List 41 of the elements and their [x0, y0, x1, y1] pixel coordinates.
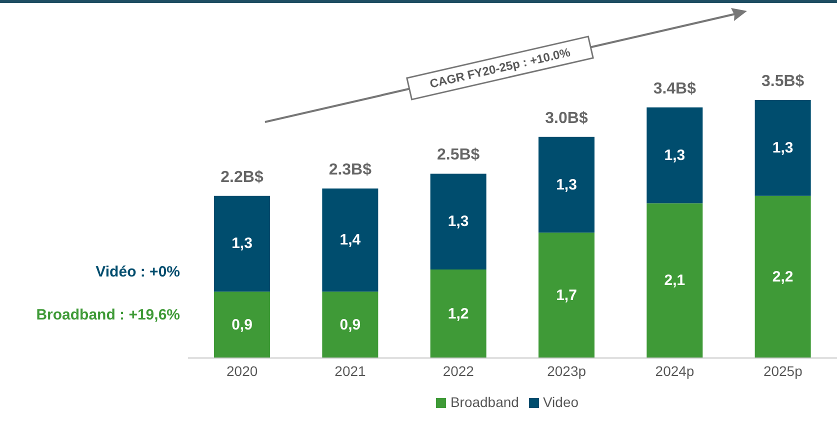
bar	[646, 203, 703, 358]
text: CAGR FY20-25p : +10.0%	[428, 45, 572, 91]
total-label: 3.5B$	[761, 73, 804, 90]
x-tick-label: 2022	[442, 362, 474, 379]
data-label: 0,9	[340, 316, 361, 334]
legend-label: Broadband	[450, 394, 519, 410]
bar	[214, 196, 270, 292]
data-label: 2,2	[772, 268, 794, 286]
bar	[430, 174, 486, 270]
data-label: 2,1	[664, 272, 686, 290]
x-tick-label: 2025p	[763, 362, 803, 379]
total-label: 3.4B$	[653, 80, 696, 98]
data-label: 0,9	[232, 316, 252, 334]
x-tick-label: 2020	[226, 362, 258, 379]
x-tick-label: 2023p	[547, 362, 586, 379]
bar	[322, 188, 378, 292]
bar	[538, 136, 594, 233]
x-tick-label: 2024p	[655, 362, 694, 379]
bar	[322, 292, 378, 358]
data-label: 1,3	[556, 176, 577, 194]
bar	[430, 270, 486, 358]
data-label: 1,4	[340, 232, 362, 249]
total-label: 3.0B$	[545, 110, 588, 127]
bar	[754, 100, 811, 196]
total-label: 2.2B$	[220, 168, 264, 186]
total-label: 2.3B$	[328, 161, 372, 178]
data-label: 1,3	[232, 235, 252, 252]
data-label: 1,3	[664, 146, 686, 164]
total-label: 2.5B$	[436, 146, 480, 164]
legend-label: Video	[542, 394, 579, 410]
data-label: 1,3	[448, 213, 469, 230]
data-label: 1,2	[448, 305, 469, 322]
bar	[754, 196, 811, 358]
data-label: 1,3	[772, 139, 794, 156]
bar	[646, 107, 703, 204]
data-label: 1,7	[556, 286, 577, 304]
bar	[538, 232, 594, 358]
text: Vidéo : +0%	[96, 264, 180, 280]
bar	[214, 292, 270, 358]
x-tick-label: 2021	[334, 362, 366, 379]
text: Broadband : +19,6%	[36, 306, 180, 324]
